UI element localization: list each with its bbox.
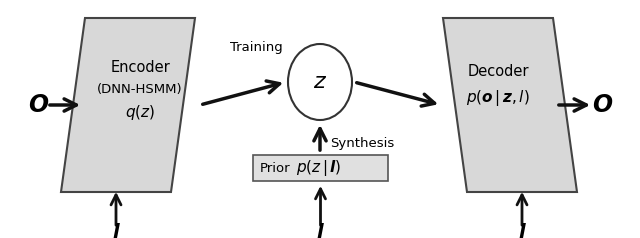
Text: (DNN-HSMM): (DNN-HSMM) (97, 84, 183, 96)
FancyBboxPatch shape (253, 155, 388, 181)
Text: $\boldsymbol{l}$: $\boldsymbol{l}$ (316, 223, 325, 238)
Text: $\boldsymbol{O}$: $\boldsymbol{O}$ (593, 94, 614, 116)
Text: Synthesis: Synthesis (330, 137, 394, 149)
Polygon shape (443, 18, 577, 192)
Text: $\boldsymbol{O}$: $\boldsymbol{O}$ (28, 94, 50, 116)
Text: $\boldsymbol{l}$: $\boldsymbol{l}$ (518, 223, 527, 238)
Ellipse shape (288, 44, 352, 120)
Text: $z$: $z$ (313, 71, 327, 93)
Text: $q(z)$: $q(z)$ (125, 103, 155, 122)
Text: Prior: Prior (260, 162, 291, 174)
Text: Training: Training (230, 41, 283, 55)
Text: $p(z\,|\,\boldsymbol{l})$: $p(z\,|\,\boldsymbol{l})$ (296, 158, 342, 178)
Polygon shape (61, 18, 195, 192)
Text: $p(\boldsymbol{o}\,|\,\boldsymbol{z},l)$: $p(\boldsymbol{o}\,|\,\boldsymbol{z},l)$ (466, 88, 530, 108)
Text: $\boldsymbol{l}$: $\boldsymbol{l}$ (111, 223, 120, 238)
Text: Decoder: Decoder (467, 64, 529, 79)
Text: Encoder: Encoder (110, 60, 170, 75)
